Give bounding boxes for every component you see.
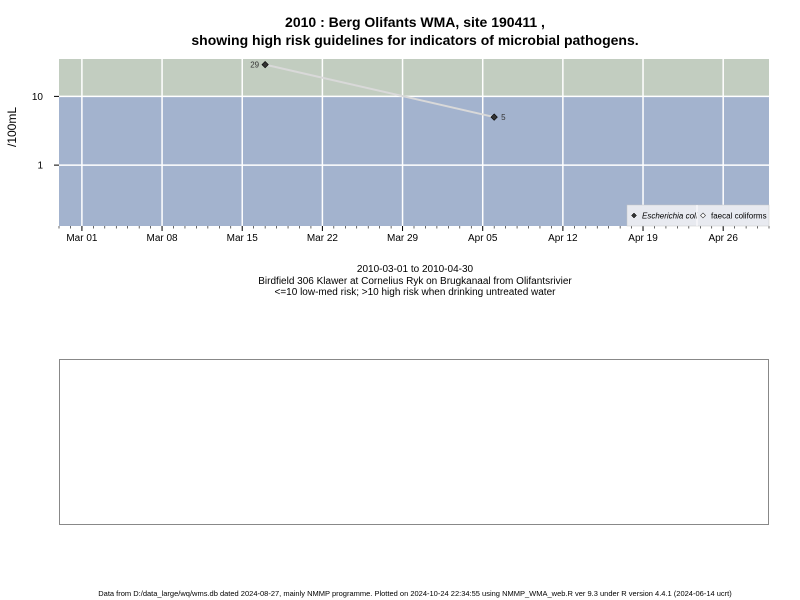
risk-guideline-caption: <=10 low-med risk; >10 high risk when dr… — [274, 287, 556, 298]
low-risk-band — [59, 96, 769, 226]
site-description-caption: Birdfield 306 Klawer at Cornelius Ryk on… — [258, 276, 572, 287]
date-range-caption: 2010-03-01 to 2010-04-30 — [356, 264, 474, 275]
data-point-marker — [490, 113, 498, 121]
empty-plot-panel — [59, 359, 769, 525]
legend-label-escherichia-coli: Escherichia coli — [642, 212, 698, 221]
legend-label-faecal-coliforms: faecal coliforms — [711, 212, 767, 221]
series-line-escherichia-coli — [264, 63, 495, 119]
data-point-label: 5 — [501, 113, 506, 122]
chart-area: Mar 01 Mar 08 Mar 15 Mar 22 Mar 29 Apr 05 Apr … — [32, 59, 770, 244]
chart-title-line-2: showing high risk guidelines for indicat… — [191, 32, 639, 48]
legend-marker-escherichia-coli — [631, 212, 637, 219]
x-tick-label: Mar 29 — [387, 233, 419, 244]
footer-note: Data from D:/data_large/wq/wms.db dated … — [98, 589, 732, 598]
data-point-label: 29 — [250, 61, 259, 70]
legend-marker-faecal-coliforms — [700, 212, 706, 219]
x-tick-label: Mar 08 — [147, 233, 179, 244]
chart-title-line-1: 2010 : Berg Olifants WMA, site 190411 , — [285, 14, 545, 30]
x-tick-label: Apr 05 — [468, 233, 498, 244]
x-tick-label: Mar 15 — [227, 233, 259, 244]
y-tick-label: 10 — [32, 92, 44, 103]
x-tick-label: Apr 12 — [548, 233, 578, 244]
x-tick-label: Mar 01 — [66, 233, 98, 244]
legend-box — [626, 204, 770, 227]
x-tick-label: Apr 26 — [708, 233, 738, 244]
x-tick-label: Mar 22 — [307, 233, 339, 244]
x-tick-label: Apr 19 — [628, 233, 658, 244]
data-point-marker — [261, 60, 269, 69]
y-tick-label: 1 — [37, 161, 43, 172]
high-risk-band — [59, 59, 769, 97]
